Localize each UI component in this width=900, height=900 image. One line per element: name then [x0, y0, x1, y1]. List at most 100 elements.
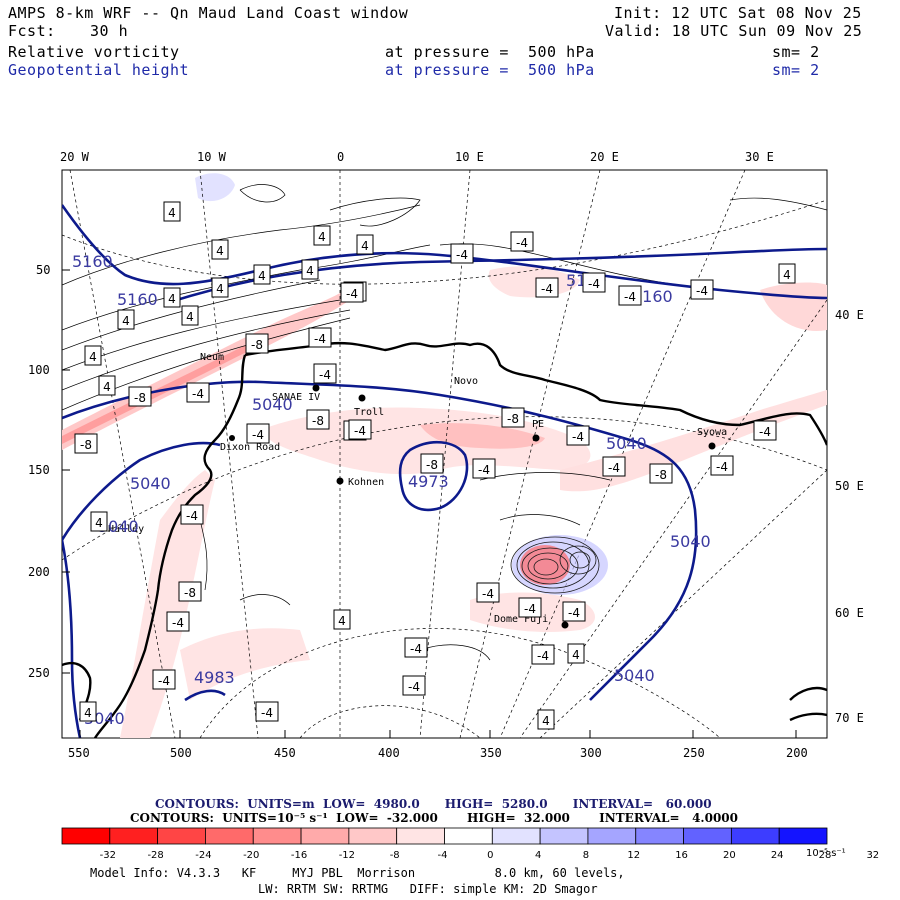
vorticity-label: -8: [426, 458, 438, 472]
x-tick-label: 350: [480, 746, 502, 760]
vorticity-label: -8: [655, 468, 667, 482]
vorticity-label: 4: [361, 239, 369, 253]
vorticity-label-box: [476, 582, 500, 603]
y-tick-label: 150: [28, 463, 50, 477]
model-physics: LW: RRTM SW: RRTMG DIFF: simple KM: 2D S…: [258, 882, 598, 896]
height-label: 5040: [670, 532, 711, 551]
x-tick-label: 300: [580, 746, 602, 760]
vortex-cluster: [510, 535, 608, 595]
valid-time: Valid: 18 UTC Sun 09 Nov 25: [605, 22, 863, 40]
vorticity-label: 4: [572, 648, 580, 662]
vorticity-label-box: [163, 201, 181, 222]
y-tick-label: 250: [28, 666, 50, 680]
vorticity-label: -4: [478, 463, 490, 477]
vorticity-label-box: [163, 287, 181, 308]
vorticity-label: -4: [624, 290, 636, 304]
colorbar-units: 10⁻⁵ s⁻¹: [806, 848, 846, 859]
x-tick-label: 400: [378, 746, 400, 760]
vorticity-label: -8: [80, 438, 92, 452]
vorticity-label: -4: [716, 460, 728, 474]
colorbar-tick-label: 24: [771, 850, 784, 861]
vorticity-label-box: [402, 675, 426, 696]
axis-labels: 20 W 10 W 0 10 E 20 E 30 E 40 E 50 E 60 …: [28, 150, 864, 760]
vorticity-label: -4: [354, 424, 366, 438]
vorticity-label-box: [510, 231, 534, 252]
forecast-hours: 30 h: [90, 22, 129, 40]
colorbar-tick-label: -4: [438, 850, 448, 861]
colorbar-swatch: [205, 827, 254, 845]
vorticity-contour-info: CONTOURS: UNITS=10⁻⁵ s⁻¹ LOW= -32.000 HI…: [130, 811, 738, 825]
station-label: Novo: [454, 376, 478, 387]
vorticity-label-box: [348, 419, 372, 440]
vorticity-label-box: [178, 581, 202, 602]
colorbar-tick-label: -20: [243, 850, 259, 861]
colorbar-swatch: [730, 827, 780, 845]
axis-ticks: [62, 269, 797, 738]
colorbar-tick-label: 4: [535, 850, 541, 861]
vorticity-label: -4: [608, 461, 620, 475]
vorticity-band-east: [560, 390, 827, 492]
vorticity-label-box: [333, 609, 351, 630]
colorbar-tick-label: 32: [866, 850, 879, 861]
lon-label: 10 W: [197, 150, 227, 164]
vorticity-label: 4: [783, 268, 791, 282]
height-label: 5160: [72, 252, 113, 271]
vorticity-label-box: [74, 433, 98, 454]
y-tick-label: 100: [28, 363, 50, 377]
vorticity-label-box: [562, 601, 586, 622]
height-label: 5040: [614, 666, 655, 685]
vorticity-label: 4: [318, 230, 326, 244]
x-tick-label: 450: [274, 746, 296, 760]
station-label: Dixon Road: [220, 442, 280, 453]
station-label: Halley: [108, 524, 144, 535]
station-label: PE: [532, 419, 544, 430]
station-markers: [229, 371, 716, 629]
colorbar-swatch: [396, 827, 445, 845]
low-center-4973: [398, 440, 469, 512]
model-info: Model Info: V4.3.3 KF MYJ PBL Morrison 8…: [90, 866, 625, 880]
vorticity-label: 4: [338, 614, 346, 628]
height-label: 5160: [117, 290, 158, 309]
lon-label: 10 E: [455, 150, 484, 164]
height-label: 5040: [98, 517, 139, 536]
vorticity-label: -8: [134, 391, 146, 405]
vorticity-label-box: [340, 282, 364, 303]
vorticity-label: -4: [172, 616, 184, 630]
map-title: AMPS 8-km WRF -- Qn Maud Land Coast wind…: [8, 4, 409, 22]
field2-name: Geopotential height: [8, 61, 190, 79]
vorticity-label: -4: [759, 425, 771, 439]
height-contour-info: CONTOURS: UNITS=m LOW= 4980.0 HIGH= 5280…: [155, 797, 712, 811]
vorticity-label-box: [518, 597, 542, 618]
lon-label: 20 E: [590, 150, 619, 164]
vorticity-label: -4: [408, 680, 420, 694]
vorticity-label-box: [618, 285, 642, 306]
vorticity-label-box: [690, 279, 714, 300]
height-label: 5040: [130, 474, 171, 493]
field1-level: at pressure = 500 hPa: [385, 43, 595, 61]
station-label: Kohnen: [348, 477, 384, 488]
vorticity-label-box: [181, 305, 199, 326]
vorticity-label-box: [211, 277, 229, 298]
colorbar-tick-label: 0: [487, 850, 493, 861]
vorticity-label: -4: [186, 509, 198, 523]
vorticity-labels: 444444444444-4-4-4-8-4-8-8-4-8-8-4-4-4-4…: [74, 201, 796, 730]
vorticity-label: -4: [158, 674, 170, 688]
vorticity-label: 4: [95, 516, 103, 530]
vorticity-label-box: [313, 363, 337, 384]
height-contours: [62, 204, 827, 738]
vorticity-label-box: [186, 382, 210, 403]
graticule: [62, 170, 827, 738]
vorticity-label-box: [753, 420, 777, 441]
vorticity-label: -4: [261, 706, 273, 720]
vorticity-label-box: [537, 709, 555, 730]
station-label: SANAE IV: [272, 392, 320, 403]
y-tick-label: 200: [28, 565, 50, 579]
vorticity-label: -4: [524, 602, 536, 616]
colorbar-tick-label: -32: [100, 850, 116, 861]
vorticity-label: 4: [306, 264, 314, 278]
lon-label: 30 E: [745, 150, 774, 164]
vorticity-band-center-core: [420, 423, 545, 449]
colorbar-tick-label: 16: [675, 850, 688, 861]
station-label: Neum: [200, 352, 224, 363]
colorbar-tick-label: -24: [195, 850, 211, 861]
